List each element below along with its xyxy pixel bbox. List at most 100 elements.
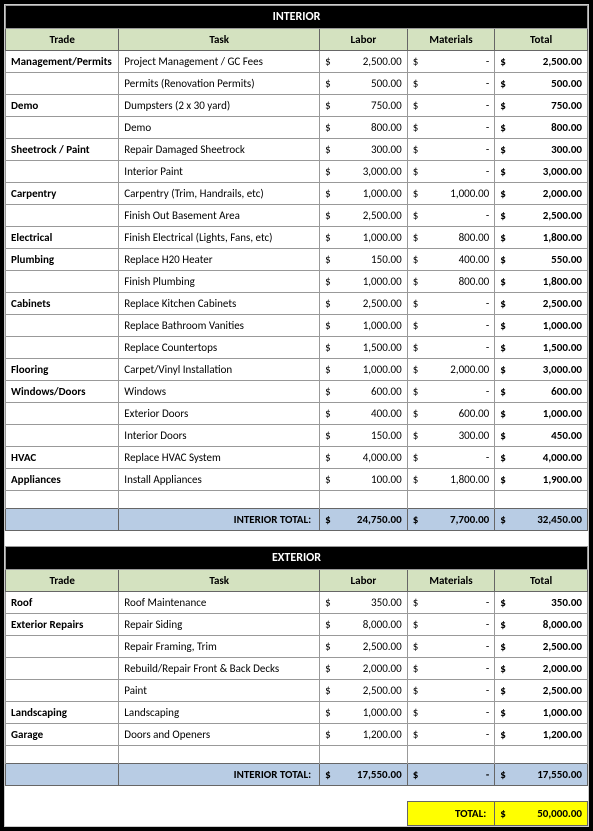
money-cell: $- <box>407 117 495 139</box>
money-cell: $1,000.00 <box>495 403 588 425</box>
table-row: HVACReplace HVAC System$4,000.00$-$4,000… <box>6 447 588 469</box>
money-cell: $2,500.00 <box>320 636 408 658</box>
trade-cell: Roof <box>6 592 119 614</box>
trade-cell <box>6 271 119 293</box>
table-row: Management/PermitsProject Management / G… <box>6 51 588 73</box>
task-cell: Doors and Openers <box>119 724 320 746</box>
trade-cell <box>6 636 119 658</box>
money-cell: $400.00 <box>320 403 408 425</box>
trade-cell <box>6 205 119 227</box>
task-cell: Windows <box>119 381 320 403</box>
trade-cell <box>6 425 119 447</box>
money-cell: $800.00 <box>407 227 495 249</box>
money-cell: $- <box>407 139 495 161</box>
col-header-materials: Materials <box>407 570 495 592</box>
grand-total-value: $50,000.00 <box>495 802 588 826</box>
budget-table: INTERIORTradeTaskLaborMaterialsTotalMana… <box>5 5 588 826</box>
money-cell: $750.00 <box>495 95 588 117</box>
money-cell: $1,800.00 <box>495 227 588 249</box>
col-header-task: Task <box>119 29 320 51</box>
section-title: INTERIOR <box>6 6 588 29</box>
trade-cell: Carpentry <box>6 183 119 205</box>
col-header-trade: Trade <box>6 570 119 592</box>
money-cell: $4,000.00 <box>495 447 588 469</box>
table-row: DemoDumpsters (2 x 30 yard)$750.00$-$750… <box>6 95 588 117</box>
col-header-task: Task <box>119 570 320 592</box>
money-cell: $800.00 <box>320 117 408 139</box>
task-cell: Interior Paint <box>119 161 320 183</box>
table-row: LandscapingLandscaping$1,000.00$-$1,000.… <box>6 702 588 724</box>
money-cell: $- <box>407 95 495 117</box>
money-cell: $3,000.00 <box>320 161 408 183</box>
money-cell: $2,500.00 <box>320 680 408 702</box>
task-cell: Install Appliances <box>119 469 320 491</box>
table-row: PlumbingReplace H20 Heater$150.00$400.00… <box>6 249 588 271</box>
money-cell: $- <box>407 73 495 95</box>
money-cell: $2,000.00 <box>495 183 588 205</box>
money-cell: $1,200.00 <box>320 724 408 746</box>
grand-total-label: TOTAL: <box>407 802 495 826</box>
money-cell: $800.00 <box>407 271 495 293</box>
task-cell: Carpet/Vinyl Installation <box>119 359 320 381</box>
trade-cell <box>6 161 119 183</box>
money-cell: $150.00 <box>320 249 408 271</box>
table-row: CabinetsReplace Kitchen Cabinets$2,500.0… <box>6 293 588 315</box>
table-row: Finish Out Basement Area$2,500.00$-$2,50… <box>6 205 588 227</box>
money-cell: $- <box>407 614 495 636</box>
task-cell: Dumpsters (2 x 30 yard) <box>119 95 320 117</box>
trade-cell: Electrical <box>6 227 119 249</box>
money-cell: $1,200.00 <box>495 724 588 746</box>
task-cell: Repair Damaged Sheetrock <box>119 139 320 161</box>
money-cell: $32,450.00 <box>495 509 588 531</box>
task-cell: Replace Bathroom Vanities <box>119 315 320 337</box>
table-row: Replace Countertops$1,500.00$-$1,500.00 <box>6 337 588 359</box>
money-cell: $1,800.00 <box>407 469 495 491</box>
money-cell: $750.00 <box>320 95 408 117</box>
money-cell: $300.00 <box>407 425 495 447</box>
grand-total-row: TOTAL:$50,000.00 <box>6 802 588 826</box>
trade-cell: Demo <box>6 95 119 117</box>
table-row: AppliancesInstall Appliances$100.00$1,80… <box>6 469 588 491</box>
money-cell: $- <box>407 315 495 337</box>
table-row: Exterior Doors$400.00$600.00$1,000.00 <box>6 403 588 425</box>
trade-cell <box>6 680 119 702</box>
money-cell: $350.00 <box>320 592 408 614</box>
money-cell: $600.00 <box>320 381 408 403</box>
money-cell: $1,000.00 <box>495 702 588 724</box>
money-cell: $- <box>407 337 495 359</box>
money-cell: $2,500.00 <box>495 293 588 315</box>
subtotal-row: INTERIOR TOTAL:$24,750.00$7,700.00$32,45… <box>6 509 588 531</box>
money-cell: $- <box>407 381 495 403</box>
task-cell: Repair Siding <box>119 614 320 636</box>
money-cell: $2,500.00 <box>320 293 408 315</box>
money-cell: $1,800.00 <box>495 271 588 293</box>
col-header-trade: Trade <box>6 29 119 51</box>
spreadsheet: INTERIORTradeTaskLaborMaterialsTotalMana… <box>4 4 589 827</box>
money-cell: $- <box>407 724 495 746</box>
col-header-labor: Labor <box>320 29 408 51</box>
money-cell: $- <box>407 447 495 469</box>
task-cell: Landscaping <box>119 702 320 724</box>
col-header-materials: Materials <box>407 29 495 51</box>
task-cell: Project Management / GC Fees <box>119 51 320 73</box>
task-cell: Replace HVAC System <box>119 447 320 469</box>
trade-cell: Garage <box>6 724 119 746</box>
money-cell: $8,000.00 <box>320 614 408 636</box>
trade-cell <box>6 117 119 139</box>
task-cell: Repair Framing, Trim <box>119 636 320 658</box>
money-cell: $500.00 <box>320 73 408 95</box>
money-cell: $300.00 <box>495 139 588 161</box>
task-cell: Finish Electrical (Lights, Fans, etc) <box>119 227 320 249</box>
money-cell: $- <box>407 293 495 315</box>
trade-cell: Landscaping <box>6 702 119 724</box>
task-cell: Rebuild/Repair Front & Back Decks <box>119 658 320 680</box>
money-cell: $1,000.00 <box>320 702 408 724</box>
trade-cell <box>6 403 119 425</box>
money-cell: $3,000.00 <box>495 161 588 183</box>
money-cell: $100.00 <box>320 469 408 491</box>
trade-cell <box>6 315 119 337</box>
money-cell: $600.00 <box>407 403 495 425</box>
money-cell: $300.00 <box>320 139 408 161</box>
money-cell: $1,900.00 <box>495 469 588 491</box>
money-cell: $2,000.00 <box>407 359 495 381</box>
